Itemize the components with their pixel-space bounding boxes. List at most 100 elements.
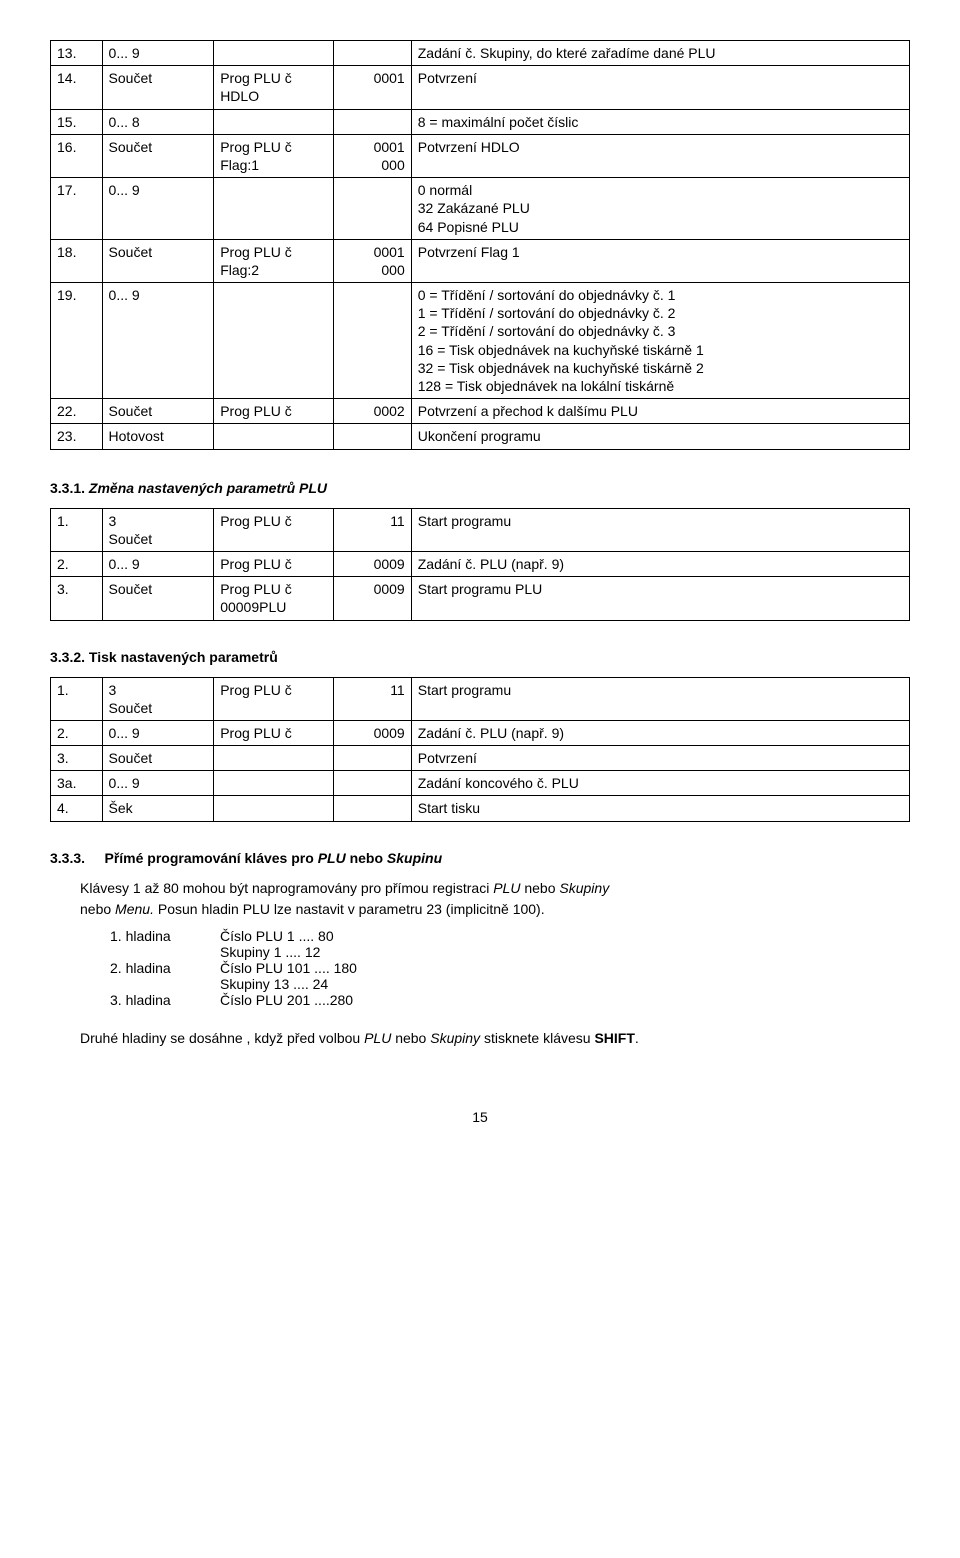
table-cell: 0002: [334, 399, 411, 424]
section-333-heading: 3.3.3. Přímé programování kláves pro PLU…: [50, 850, 910, 866]
table-cell: 17.: [51, 178, 103, 240]
table-cell: [214, 771, 334, 796]
section-title-it1: PLU: [318, 850, 346, 866]
table-cell: 16.: [51, 134, 103, 177]
table-cell: 0... 9: [102, 178, 214, 240]
text: Druhé hladiny se dosáhne , když před vol…: [80, 1030, 364, 1046]
table-cell: 23.: [51, 424, 103, 449]
table-cell: Start programu: [411, 677, 909, 720]
text-it: Skupiny: [559, 880, 609, 896]
table-cell: 2.: [51, 720, 103, 745]
table-cell: Prog PLU č: [214, 551, 334, 576]
table-cell: Prog PLU čHDLO: [214, 66, 334, 109]
hladina-b: Skupiny 1 .... 12: [220, 944, 320, 960]
text-it: Menu.: [115, 901, 154, 917]
table-cell: [214, 283, 334, 399]
table-cell: Součet: [102, 66, 214, 109]
hladina-line-b: Skupiny 1 .... 12: [110, 944, 910, 960]
table-cell: 3Součet: [102, 677, 214, 720]
table-row: 23.HotovostUkončení programu: [51, 424, 910, 449]
hladina-line: 3. hladinaČíslo PLU 201 ....280: [110, 992, 910, 1008]
table-cell: Součet: [102, 746, 214, 771]
table-cell: 13.: [51, 41, 103, 66]
table-cell: Ukončení programu: [411, 424, 909, 449]
text: nebo: [391, 1030, 430, 1046]
table-cell: 11: [334, 508, 411, 551]
table-cell: 15.: [51, 109, 103, 134]
table-cell: 1.: [51, 677, 103, 720]
table-row: 17.0... 9 0 normál32 Zakázané PLU64 Popis…: [51, 178, 910, 240]
table-cell: 0 = Třídění / sortování do objednávky č.…: [411, 283, 909, 399]
text-it: PLU: [364, 1030, 391, 1046]
table-cell: [214, 796, 334, 821]
table-cell: Součet: [102, 134, 214, 177]
section-title-mid: nebo: [346, 850, 387, 866]
table-cell: 3.: [51, 746, 103, 771]
hladina-a: Číslo PLU 101 .... 180: [220, 960, 357, 976]
table-row: 1.3SoučetProg PLU č11Start programu: [51, 677, 910, 720]
table-cell: 0 normál32 Zakázané PLU64 Popisné PLU: [411, 178, 909, 240]
section-num: 3.3.3.: [50, 850, 85, 866]
paragraph-shift: Druhé hladiny se dosáhne , když před vol…: [80, 1028, 910, 1049]
table-cell: 0001: [334, 66, 411, 109]
hladina-a: Číslo PLU 201 ....280: [220, 992, 353, 1008]
table-row: 14.SoučetProg PLU čHDLO0001Potvrzení: [51, 66, 910, 109]
table-cell: 0009: [334, 551, 411, 576]
table-cell: Prog PLU čFlag:1: [214, 134, 334, 177]
table-row: 22.SoučetProg PLU č0002Potvrzení a přech…: [51, 399, 910, 424]
text-it: PLU: [493, 880, 520, 896]
table-cell: 0... 9: [102, 551, 214, 576]
table-cell: Šek: [102, 796, 214, 821]
table-cell: [334, 178, 411, 240]
table-row: 19.0... 90 = Třídění / sortování do obje…: [51, 283, 910, 399]
table-cell: Prog PLU č00009PLU: [214, 577, 334, 620]
table-cell: [334, 109, 411, 134]
table-332: 1.3SoučetProg PLU č11Start programu2.0..…: [50, 677, 910, 822]
table-cell: Potvrzení: [411, 746, 909, 771]
hladina-label: 1. hladina: [110, 928, 220, 944]
text: nebo: [520, 880, 559, 896]
text: nebo: [80, 901, 115, 917]
section-331-heading: 3.3.1. Změna nastavených parametrů PLU: [50, 480, 910, 496]
table-cell: 0... 8: [102, 109, 214, 134]
table-cell: Potvrzení HDLO: [411, 134, 909, 177]
table-cell: 3.: [51, 577, 103, 620]
table-cell: [214, 109, 334, 134]
hladina-b: Skupiny 13 .... 24: [220, 976, 328, 992]
table-row: 15.0... 88 = maximální počet číslic: [51, 109, 910, 134]
table-cell: Start programu PLU: [411, 577, 909, 620]
table-cell: [334, 746, 411, 771]
hladina-a: Číslo PLU 1 .... 80: [220, 928, 334, 944]
table-cell: [214, 746, 334, 771]
table-cell: [334, 771, 411, 796]
table-cell: Potvrzení Flag 1: [411, 239, 909, 282]
table-cell: 0009: [334, 577, 411, 620]
table-cell: 3a.: [51, 771, 103, 796]
table-row: 3a.0... 9Zadání koncového č. PLU: [51, 771, 910, 796]
section-title: Změna nastavených parametrů PLU: [89, 480, 327, 496]
table-cell: 0001000: [334, 134, 411, 177]
table-cell: 18.: [51, 239, 103, 282]
table-row: 16.SoučetProg PLU čFlag:10001000Potvrzen…: [51, 134, 910, 177]
table-cell: [214, 178, 334, 240]
table-cell: 2.: [51, 551, 103, 576]
table-cell: Zadání č. PLU (např. 9): [411, 720, 909, 745]
table-row: 13.0... 9Zadání č. Skupiny, do které zař…: [51, 41, 910, 66]
table-row: 4.ŠekStart tisku: [51, 796, 910, 821]
table-cell: Součet: [102, 399, 214, 424]
table-cell: 4.: [51, 796, 103, 821]
table-cell: [334, 424, 411, 449]
table-cell: [214, 41, 334, 66]
table-cell: 11: [334, 677, 411, 720]
table-cell: Prog PLU č: [214, 720, 334, 745]
table-cell: 22.: [51, 399, 103, 424]
table-cell: 0001000: [334, 239, 411, 282]
table-cell: 1.: [51, 508, 103, 551]
section-num: 3.3.1.: [50, 480, 85, 496]
text: stisknete klávesu: [484, 1030, 595, 1046]
table-cell: Součet: [102, 239, 214, 282]
table-row: 3.Součet Potvrzení: [51, 746, 910, 771]
table-cell: Prog PLU č: [214, 508, 334, 551]
section-num: 3.3.2.: [50, 649, 85, 665]
table-cell: 0009: [334, 720, 411, 745]
